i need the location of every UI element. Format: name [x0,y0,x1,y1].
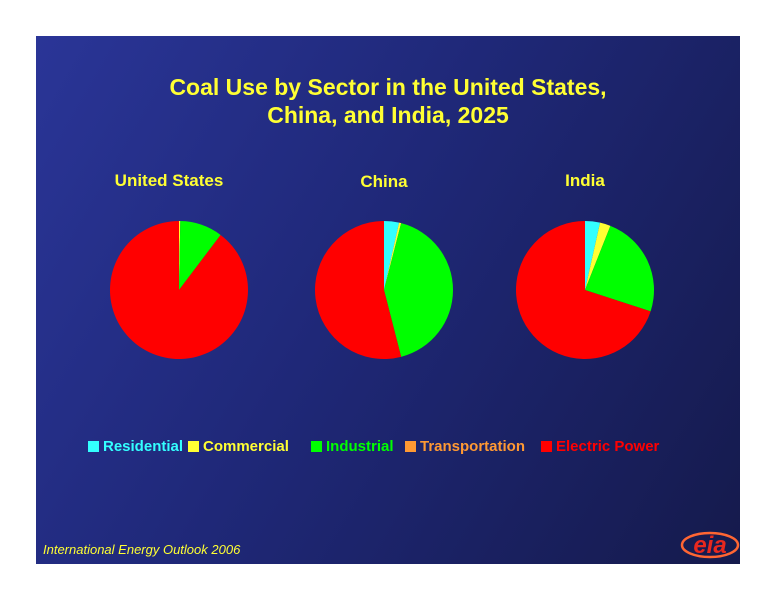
legend-swatch-residential [88,441,99,452]
legend-swatch-commercial [188,441,199,452]
pie-slice-united-states-electric-power [110,221,249,360]
pie-slice-united-states-industrial [179,221,221,290]
chart-title-india: India [565,171,605,190]
pie-slice-india-commercial [585,222,611,290]
page-title: Coal Use by Sector in the United States,… [36,73,740,129]
slide: Coal Use by Sector in the United States,… [36,36,740,564]
legend-item-residential: Residential [88,438,183,455]
legend-item-industrial: Industrial [311,438,394,455]
pie-slice-india-residential [585,221,601,290]
pie-slice-china-electric-power [314,221,402,359]
pie-slice-united-states-commercial [179,221,181,290]
legend-label-transportation: Transportation [420,438,526,455]
legend-label-industrial: Industrial [326,438,394,455]
pie-slice-china-residential [384,221,400,290]
pie-slice-india-industrial [585,225,654,312]
pie-charts [110,221,654,360]
title-line-2: China, and India, 2025 [267,102,509,128]
title-line-1: Coal Use by Sector in the United States, [169,74,607,100]
pie-slice-china-industrial [384,223,454,357]
legend-label-residential: Residential [103,438,184,455]
eia-logo-text: eia [693,532,726,559]
legend-item-commercial: Commercial [188,438,289,455]
legend-swatch-transportation [405,441,416,452]
legend-item-electric-power: Electric Power [541,438,659,455]
legend-swatch-industrial [311,441,322,452]
eia-logo: eia [680,531,740,559]
footer-source: International Energy Outlook 2006 [43,542,241,557]
legend-item-transportation: Transportation [405,438,525,455]
chart-title-united-states: United States [114,171,224,190]
legend-label-electric-power: Electric Power [556,438,660,455]
legend-swatch-electric-power [541,441,552,452]
pie-slice-china-commercial [384,222,402,290]
pie-slice-india-electric-power [516,221,651,359]
legend-label-commercial: Commercial [203,438,289,455]
chart-title-china: China [360,172,408,191]
